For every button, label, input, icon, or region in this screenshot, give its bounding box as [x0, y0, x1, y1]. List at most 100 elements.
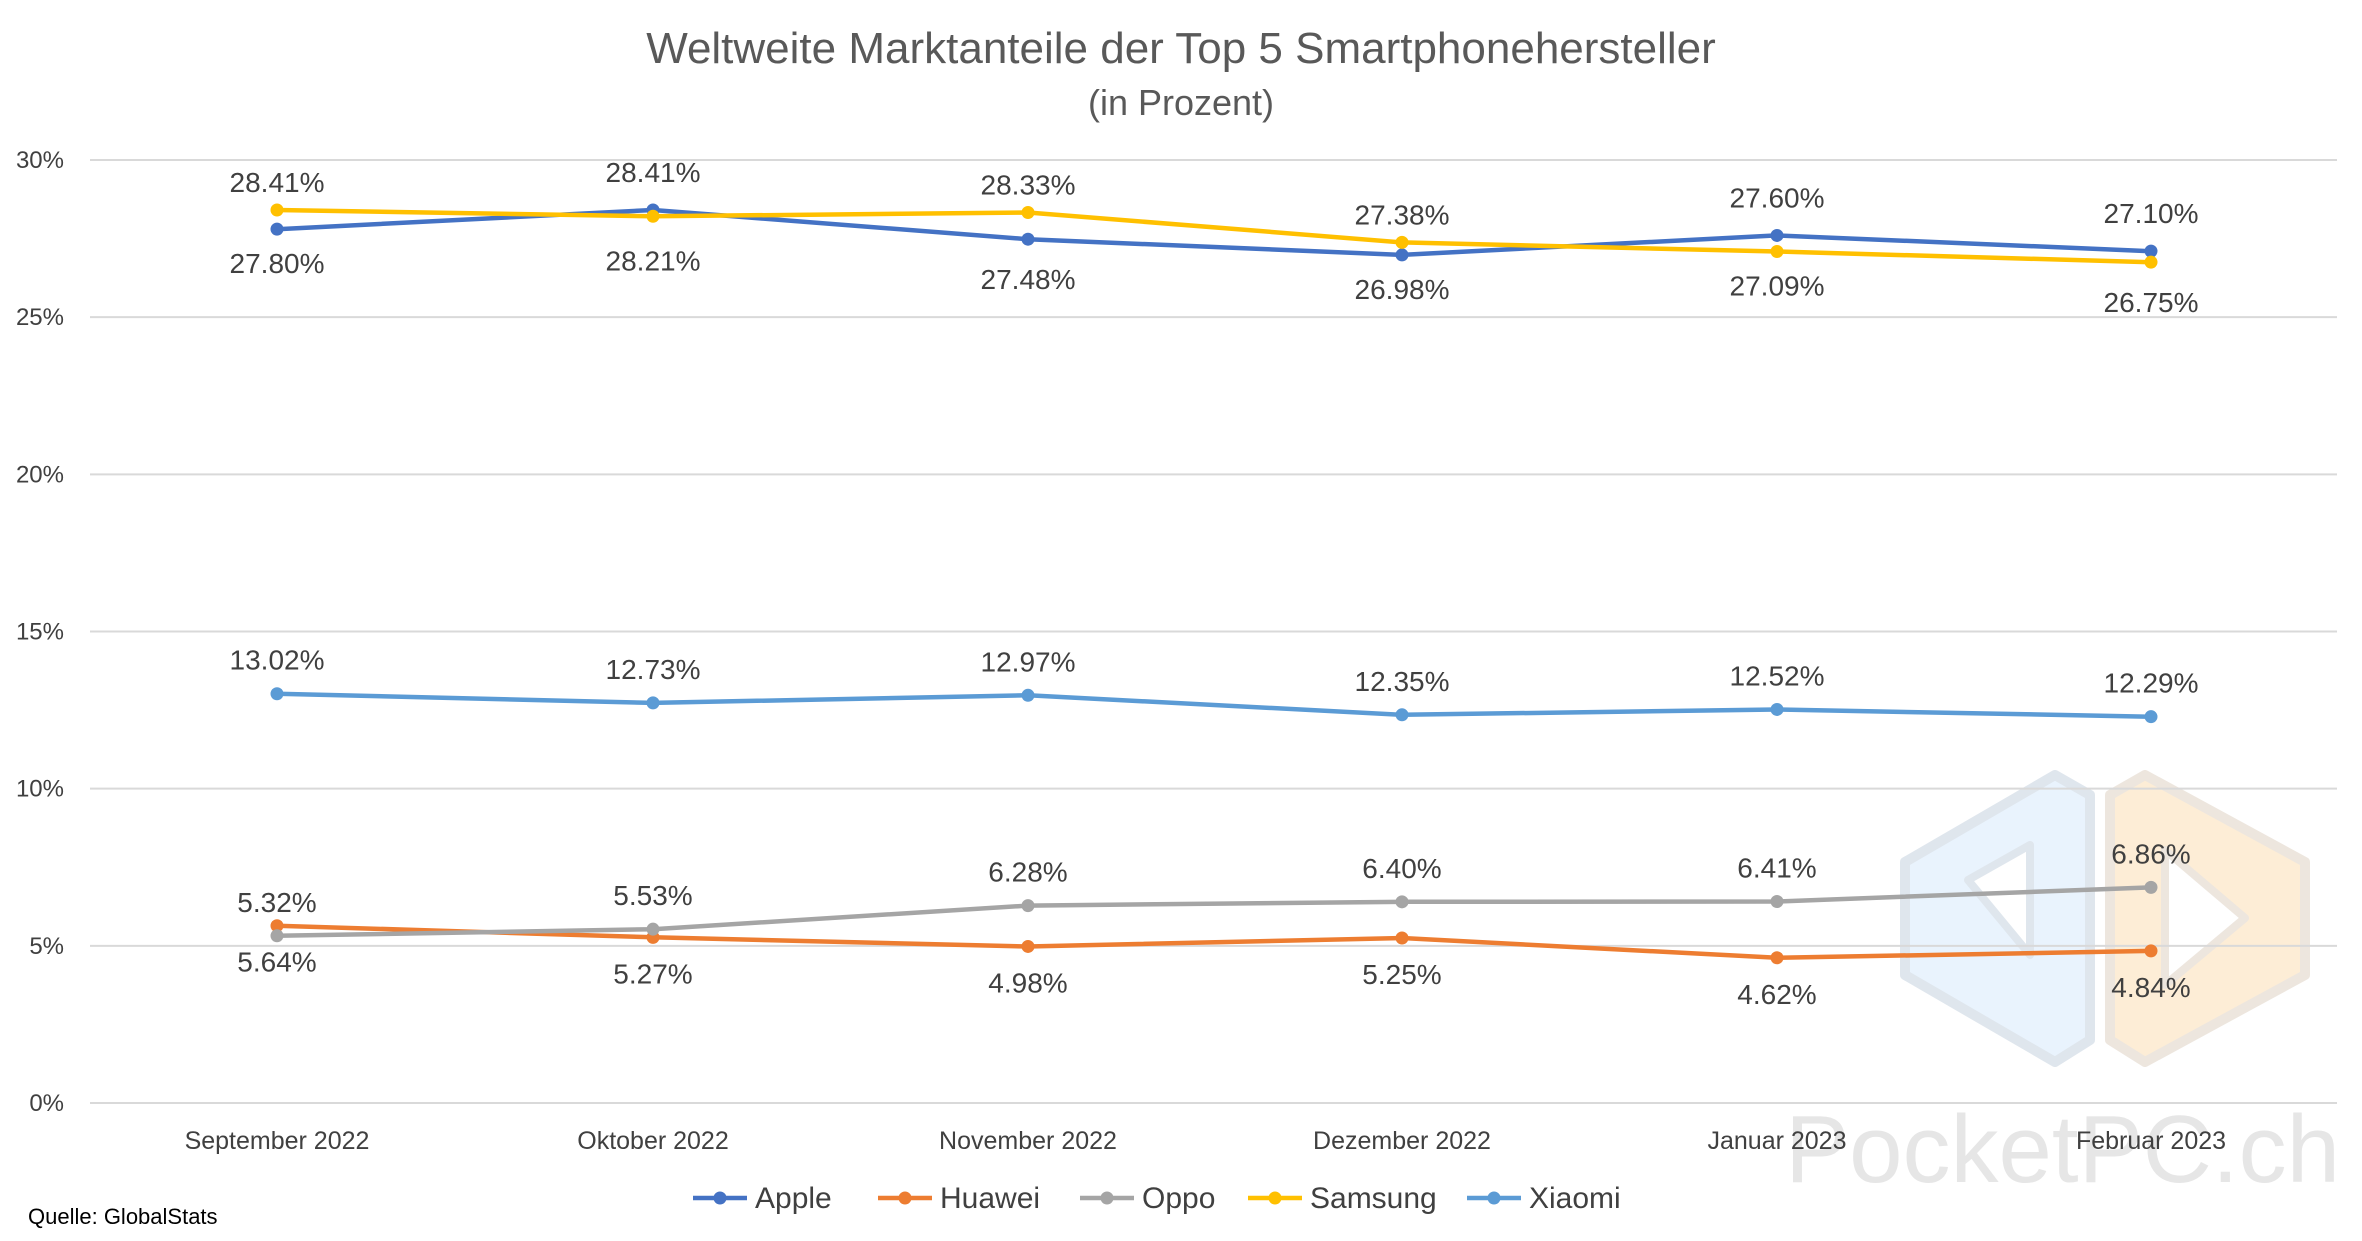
data-label-huawei: 5.25% — [1362, 959, 1441, 990]
data-label-samsung: 28.41% — [230, 167, 325, 198]
data-point-oppo — [1770, 895, 1784, 909]
data-label-oppo: 5.53% — [613, 880, 692, 911]
data-label-apple: 28.41% — [606, 157, 701, 188]
legend-item-oppo: Oppo — [1080, 1182, 1215, 1215]
series-line-huawei — [276, 923, 2152, 961]
data-label-apple: 27.80% — [230, 248, 325, 279]
x-tick-label: September 2022 — [185, 1127, 370, 1155]
data-label-oppo: 6.28% — [988, 857, 1067, 888]
data-label-xiaomi: 12.35% — [1355, 666, 1450, 697]
data-point-huawei — [1395, 931, 1409, 945]
data-point-xiaomi — [1395, 708, 1409, 722]
series-line-xiaomi — [276, 691, 2152, 719]
data-label-xiaomi: 12.73% — [606, 654, 701, 685]
data-label-huawei: 5.64% — [237, 947, 316, 978]
source-note: Quelle: GlobalStats — [28, 1204, 218, 1229]
data-label-apple: 26.98% — [1355, 274, 1450, 305]
data-label-xiaomi: 12.29% — [2104, 668, 2199, 699]
data-label-huawei: 4.62% — [1737, 979, 1816, 1010]
data-point-oppo — [646, 922, 660, 936]
chart-subtitle: (in Prozent) — [1088, 82, 1274, 123]
data-point-oppo — [1395, 895, 1409, 909]
legend-marker-samsung — [1268, 1191, 1282, 1205]
data-label-oppo: 6.41% — [1737, 853, 1816, 884]
data-point-oppo — [1021, 899, 1035, 913]
data-label-oppo: 5.32% — [237, 887, 316, 918]
legend-marker-apple — [713, 1191, 727, 1205]
data-point-samsung — [1021, 205, 1035, 219]
legend-marker-huawei — [898, 1191, 912, 1205]
x-tick-label: Oktober 2022 — [577, 1127, 729, 1155]
data-point-xiaomi — [2144, 710, 2158, 724]
pocketpc-logo-icon — [1900, 770, 2310, 1067]
data-point-huawei — [1021, 939, 1035, 953]
x-tick-label: Februar 2023 — [2076, 1127, 2226, 1155]
x-axis: September 2022 Oktober 2022 November 2022 D… — [185, 1127, 2226, 1155]
legend: Apple Huawei Oppo Samsung Xiaomi — [693, 1182, 1621, 1215]
data-point-xiaomi — [646, 696, 660, 710]
data-label-huawei: 4.84% — [2111, 972, 2190, 1003]
data-point-apple — [270, 222, 284, 236]
legend-item-samsung: Samsung — [1248, 1182, 1437, 1215]
data-point-huawei — [2144, 944, 2158, 958]
data-point-xiaomi — [1021, 688, 1035, 702]
data-label-xiaomi: 12.52% — [1730, 660, 1825, 691]
data-label-samsung: 27.38% — [1355, 199, 1450, 230]
data-label-apple: 27.60% — [1730, 182, 1825, 213]
legend-item-xiaomi: Xiaomi — [1467, 1182, 1621, 1215]
data-point-samsung — [1395, 235, 1409, 249]
data-point-samsung — [270, 203, 284, 217]
legend-label-huawei: Huawei — [940, 1182, 1040, 1215]
data-label-apple: 27.10% — [2104, 198, 2199, 229]
chart-title: Weltweite Marktanteile der Top 5 Smartph… — [646, 24, 1716, 73]
data-label-oppo: 6.40% — [1362, 853, 1441, 884]
legend-label-oppo: Oppo — [1142, 1182, 1215, 1215]
data-point-apple — [2144, 244, 2158, 258]
y-tick-label: 25% — [16, 304, 64, 331]
data-point-huawei — [270, 919, 284, 933]
y-tick-label: 20% — [16, 461, 64, 488]
data-label-samsung: 26.75% — [2104, 287, 2199, 318]
y-tick-label: 0% — [29, 1090, 64, 1117]
y-tick-label: 10% — [16, 776, 64, 803]
y-tick-label: 30% — [16, 147, 64, 174]
legend-marker-oppo — [1100, 1191, 1114, 1205]
data-point-xiaomi — [270, 687, 284, 701]
legend-label-xiaomi: Xiaomi — [1529, 1182, 1621, 1215]
series-lines — [270, 203, 2158, 965]
data-label-samsung: 28.21% — [606, 245, 701, 276]
x-tick-label: Dezember 2022 — [1313, 1127, 1491, 1155]
watermark-text: PocketPC.ch — [1785, 1096, 2340, 1203]
data-point-apple — [1395, 248, 1409, 262]
legend-item-huawei: Huawei — [878, 1182, 1040, 1215]
legend-label-samsung: Samsung — [1310, 1182, 1437, 1215]
data-label-oppo: 6.86% — [2111, 838, 2190, 869]
series-line-oppo — [276, 885, 2152, 939]
data-label-xiaomi: 13.02% — [230, 645, 325, 676]
y-tick-label: 15% — [16, 619, 64, 646]
data-point-samsung — [1770, 244, 1784, 258]
data-point-xiaomi — [1770, 702, 1784, 716]
watermark: PocketPC.ch — [1785, 770, 2340, 1203]
legend-item-apple: Apple — [693, 1182, 832, 1215]
series-line-samsung — [276, 207, 2152, 265]
gridlines — [90, 159, 2337, 1104]
data-labels: 27.80% 28.41% 27.48% 26.98% 27.60% 27.10% 5.64… — [230, 157, 2199, 1010]
y-tick-label: 5% — [29, 933, 64, 960]
data-label-huawei: 4.98% — [988, 967, 1067, 998]
data-point-huawei — [1770, 951, 1784, 965]
legend-marker-xiaomi — [1487, 1191, 1501, 1205]
x-tick-label: Januar 2023 — [1707, 1127, 1846, 1155]
y-axis: 0% 5% 10% 15% 20% 25% 30% — [16, 147, 64, 1117]
data-label-samsung: 28.33% — [981, 169, 1076, 200]
data-point-oppo — [2144, 880, 2158, 894]
data-point-samsung — [2144, 255, 2158, 269]
data-point-samsung — [646, 209, 660, 223]
data-label-huawei: 5.27% — [613, 958, 692, 989]
data-label-samsung: 27.09% — [1730, 270, 1825, 301]
data-label-apple: 27.48% — [981, 264, 1076, 295]
legend-label-apple: Apple — [755, 1182, 832, 1215]
x-tick-label: November 2022 — [939, 1127, 1117, 1155]
